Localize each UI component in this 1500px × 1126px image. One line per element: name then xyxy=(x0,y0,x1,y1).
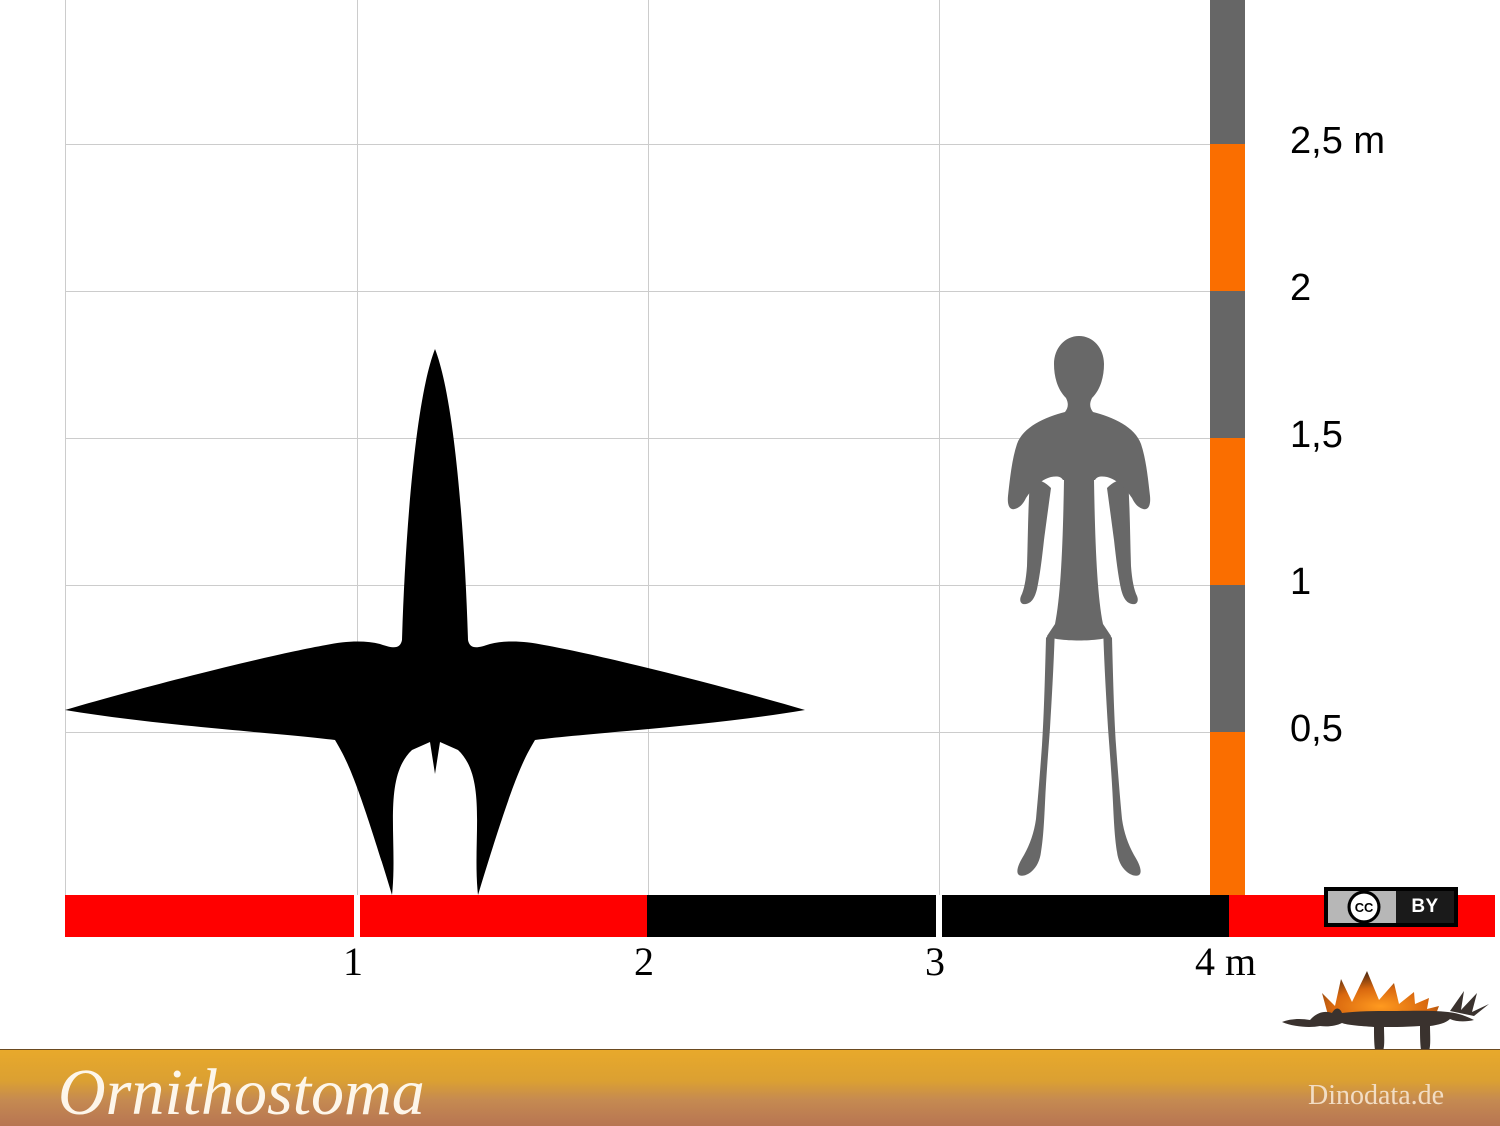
svg-text:CC: CC xyxy=(1355,900,1374,915)
